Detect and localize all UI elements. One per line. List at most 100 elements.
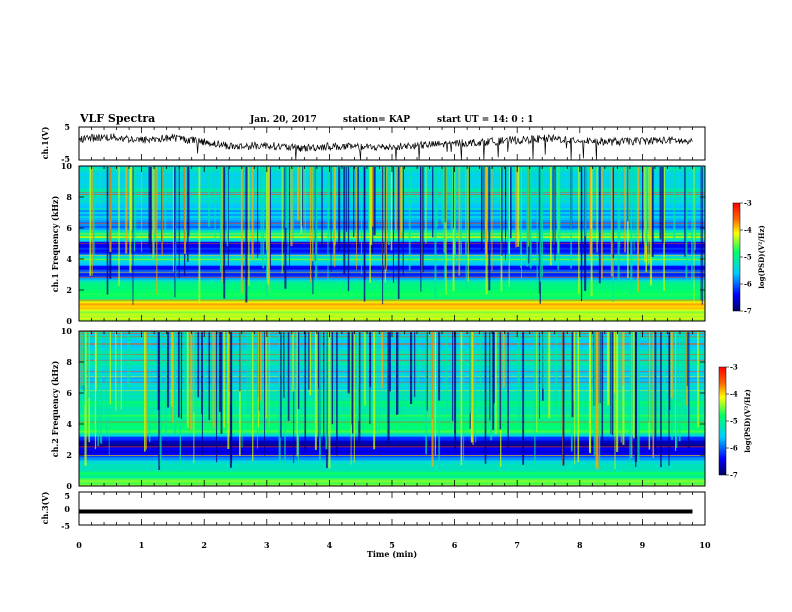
spectrogram-band (79, 277, 705, 280)
spectrogram-band (79, 309, 705, 312)
spectrogram-band (79, 424, 705, 427)
spectrogram-band (79, 249, 705, 252)
spectrogram-band (79, 257, 705, 260)
spectrogram-band (79, 340, 705, 344)
colorbar-tick-label: -3 (730, 363, 738, 372)
spectrogram-band (79, 303, 705, 306)
frequency-tick-label: 8 (66, 357, 72, 367)
spectrogram-band (79, 452, 705, 455)
ch2-colorbar-ticks: -3 -4 -5 -6 -7 (726, 363, 738, 480)
spectrogram-band (79, 356, 705, 360)
spectrogram-band (79, 291, 705, 294)
spectrogram-band (79, 410, 705, 413)
spectrogram-band (79, 267, 705, 270)
spectrogram-band (79, 297, 705, 300)
spectrogram-band (79, 285, 705, 288)
figure-title: VLF Spectra (79, 112, 155, 125)
spectrogram-band (79, 406, 705, 409)
start-time-label: start UT = 14: 0 : 1 (437, 115, 534, 125)
time-tick-label: 4 (327, 540, 333, 550)
spectrogram-band (79, 402, 705, 405)
spectrogram-band (79, 478, 705, 481)
colorbar-tick-label: -6 (744, 280, 752, 289)
spectrogram-band (79, 468, 705, 471)
spectrogram-band (79, 368, 705, 372)
spectrogram-band (79, 281, 705, 284)
spectrogram-band (79, 283, 705, 286)
ch1-waveform-trace (78, 133, 693, 161)
spectrogram-band (79, 440, 705, 443)
time-tick-label: 9 (640, 540, 646, 550)
spectrogram-band (79, 338, 705, 342)
spectrogram-band (79, 360, 705, 364)
time-tick-label: 2 (201, 540, 207, 550)
spectrogram-band (79, 344, 705, 348)
frequency-tick-label: 4 (66, 419, 72, 429)
spectrogram-band (79, 462, 705, 465)
ch3-ytick-mid: 0 (64, 504, 70, 514)
spectrogram-band (79, 400, 705, 403)
ch3-ytick-bottom: -5 (61, 521, 70, 531)
ch1-colorbar-ticks: -3 -4 -5 -6 -7 (740, 199, 752, 316)
spectrogram-band (79, 388, 705, 391)
frequency-tick-label: 0 (66, 316, 72, 326)
spectrogram-band (79, 444, 705, 447)
spectrogram-band (79, 311, 705, 314)
spectrogram-band (79, 420, 705, 423)
colorbar-tick-label: -7 (730, 471, 738, 480)
date-label: Jan. 20, 2017 (249, 115, 317, 125)
frequency-tick-label: 8 (66, 192, 72, 202)
colorbar-tick-label: -5 (744, 253, 752, 262)
spectrogram-band (79, 390, 705, 393)
spectrogram-band (79, 253, 705, 256)
ch2-colorbar (718, 366, 727, 476)
spectrogram-band (79, 428, 705, 431)
spectrogram-band (79, 305, 705, 308)
ch1-spectrogram-xticks (78, 166, 706, 321)
frequency-tick-label: 2 (66, 285, 72, 295)
colorbar-tick-label: -3 (744, 199, 752, 208)
spectrogram-band (79, 376, 705, 379)
spectrogram-band (79, 261, 705, 264)
spectrogram-band (79, 346, 705, 350)
spectrogram-band (79, 418, 705, 421)
spectrogram-band (79, 336, 705, 340)
frequency-tick-label: 4 (66, 254, 72, 264)
spectrogram-band (79, 408, 705, 411)
time-tick-label: 8 (577, 540, 583, 550)
ch2-spectrogram-xticks (78, 331, 706, 486)
ch1-ylabel: ch.1(V) (40, 126, 50, 159)
time-tick-label: 6 (452, 540, 458, 550)
colorbar-tick-label: -6 (730, 444, 738, 453)
ch1-waveform-line (78, 133, 693, 161)
time-tick-label: 3 (264, 540, 270, 550)
ch1-ytick-bottom: -5 (61, 154, 70, 164)
colorbar-tick-label: -5 (730, 417, 738, 426)
ch2-colorbar-label: log(PSD)(V²/Hz) (743, 389, 752, 453)
spectrogram-band (79, 414, 705, 417)
spectrogram-band (79, 364, 705, 368)
colorbar-tick-label: -7 (744, 307, 752, 316)
spectrogram-band (79, 386, 705, 389)
ch1-colorbar (732, 202, 741, 312)
ch1-waveform-panel: 5 -5 ch.1(V) (40, 122, 706, 164)
spectrogram-band (79, 378, 705, 381)
time-tick-label: 0 (76, 540, 82, 550)
time-tick-label: 7 (514, 540, 520, 550)
spectrogram-band (79, 472, 705, 475)
frequency-tick-label: 2 (66, 450, 72, 460)
spectrogram-band (79, 382, 705, 385)
spectrogram-band (79, 352, 705, 356)
time-tick-label: 1 (139, 540, 145, 550)
ch3-xticks (78, 492, 706, 525)
ch1-colorbar-label: log(PSD)(V²/Hz) (757, 225, 766, 289)
spectrogram-band (79, 269, 705, 272)
ch1-spectrogram-yticks: 0 2 4 6 8 10 (61, 161, 705, 326)
spectrogram-band (79, 442, 705, 445)
ch1-spectrogram-stripes (89, 167, 703, 305)
spectrogram-band (79, 273, 705, 276)
spectrogram-band (79, 422, 705, 425)
colorbar-tick-label: -4 (744, 226, 752, 235)
